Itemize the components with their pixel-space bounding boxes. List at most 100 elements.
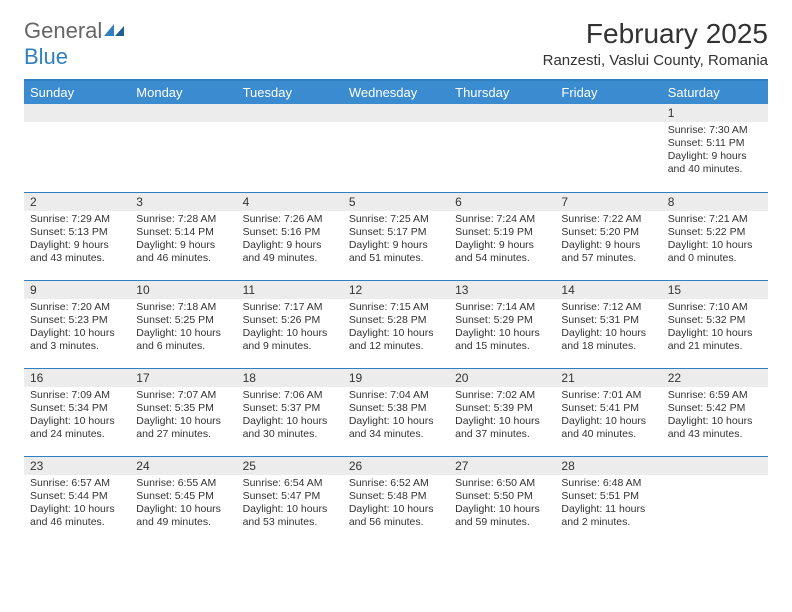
calendar-day-cell: 24Sunrise: 6:55 AMSunset: 5:45 PMDayligh… [130, 456, 236, 544]
day-number: 28 [555, 457, 661, 475]
calendar-week-row: 23Sunrise: 6:57 AMSunset: 5:44 PMDayligh… [24, 456, 768, 544]
day-number [24, 104, 130, 122]
day-details: Sunrise: 7:29 AMSunset: 5:13 PMDaylight:… [24, 211, 130, 270]
day-details: Sunrise: 7:01 AMSunset: 5:41 PMDaylight:… [555, 387, 661, 446]
day-number: 3 [130, 193, 236, 211]
calendar-day-cell: 10Sunrise: 7:18 AMSunset: 5:25 PMDayligh… [130, 280, 236, 368]
calendar-day-cell [237, 104, 343, 192]
calendar-day-cell: 5Sunrise: 7:25 AMSunset: 5:17 PMDaylight… [343, 192, 449, 280]
calendar-day-cell: 18Sunrise: 7:06 AMSunset: 5:37 PMDayligh… [237, 368, 343, 456]
calendar-day-cell [343, 104, 449, 192]
day-details [449, 122, 555, 128]
calendar-week-row: 2Sunrise: 7:29 AMSunset: 5:13 PMDaylight… [24, 192, 768, 280]
day-number: 10 [130, 281, 236, 299]
calendar-week-row: 1Sunrise: 7:30 AMSunset: 5:11 PMDaylight… [24, 104, 768, 192]
day-number: 25 [237, 457, 343, 475]
calendar-day-cell: 13Sunrise: 7:14 AMSunset: 5:29 PMDayligh… [449, 280, 555, 368]
day-details [24, 122, 130, 128]
weekday-header: Sunday [24, 81, 130, 104]
day-number [237, 104, 343, 122]
day-details [343, 122, 449, 128]
calendar-week-row: 9Sunrise: 7:20 AMSunset: 5:23 PMDaylight… [24, 280, 768, 368]
logo-flag-icon [104, 18, 126, 44]
calendar-day-cell [555, 104, 661, 192]
day-details: Sunrise: 7:12 AMSunset: 5:31 PMDaylight:… [555, 299, 661, 358]
day-number: 4 [237, 193, 343, 211]
day-number: 13 [449, 281, 555, 299]
day-number [449, 104, 555, 122]
weekday-header: Friday [555, 81, 661, 104]
day-details: Sunrise: 6:59 AMSunset: 5:42 PMDaylight:… [662, 387, 768, 446]
day-details: Sunrise: 6:55 AMSunset: 5:45 PMDaylight:… [130, 475, 236, 534]
calendar-day-cell: 14Sunrise: 7:12 AMSunset: 5:31 PMDayligh… [555, 280, 661, 368]
day-number: 22 [662, 369, 768, 387]
day-number: 1 [662, 104, 768, 122]
logo: General [24, 18, 126, 44]
day-number [555, 104, 661, 122]
day-details: Sunrise: 7:06 AMSunset: 5:37 PMDaylight:… [237, 387, 343, 446]
day-details: Sunrise: 7:26 AMSunset: 5:16 PMDaylight:… [237, 211, 343, 270]
logo-word2: Blue [24, 44, 68, 69]
title-block: February 2025 Ranzesti, Vaslui County, R… [543, 18, 768, 69]
logo-word1: General [24, 18, 102, 44]
day-details [662, 475, 768, 481]
day-details: Sunrise: 6:57 AMSunset: 5:44 PMDaylight:… [24, 475, 130, 534]
calendar-day-cell: 8Sunrise: 7:21 AMSunset: 5:22 PMDaylight… [662, 192, 768, 280]
day-details: Sunrise: 7:25 AMSunset: 5:17 PMDaylight:… [343, 211, 449, 270]
day-details: Sunrise: 7:15 AMSunset: 5:28 PMDaylight:… [343, 299, 449, 358]
day-number: 7 [555, 193, 661, 211]
day-details [555, 122, 661, 128]
day-number [343, 104, 449, 122]
day-number: 14 [555, 281, 661, 299]
weekday-header: Wednesday [343, 81, 449, 104]
day-number: 16 [24, 369, 130, 387]
calendar-day-cell: 4Sunrise: 7:26 AMSunset: 5:16 PMDaylight… [237, 192, 343, 280]
day-number: 21 [555, 369, 661, 387]
weekday-header: Saturday [662, 81, 768, 104]
day-number: 26 [343, 457, 449, 475]
day-number [662, 457, 768, 475]
calendar-day-cell [449, 104, 555, 192]
day-details: Sunrise: 6:50 AMSunset: 5:50 PMDaylight:… [449, 475, 555, 534]
calendar-day-cell [662, 456, 768, 544]
day-details: Sunrise: 7:21 AMSunset: 5:22 PMDaylight:… [662, 211, 768, 270]
day-details: Sunrise: 7:18 AMSunset: 5:25 PMDaylight:… [130, 299, 236, 358]
day-details: Sunrise: 7:07 AMSunset: 5:35 PMDaylight:… [130, 387, 236, 446]
calendar-head: Sunday Monday Tuesday Wednesday Thursday… [24, 81, 768, 104]
day-details: Sunrise: 6:54 AMSunset: 5:47 PMDaylight:… [237, 475, 343, 534]
calendar-day-cell: 1Sunrise: 7:30 AMSunset: 5:11 PMDaylight… [662, 104, 768, 192]
day-details: Sunrise: 7:20 AMSunset: 5:23 PMDaylight:… [24, 299, 130, 358]
calendar-day-cell [24, 104, 130, 192]
day-details: Sunrise: 7:24 AMSunset: 5:19 PMDaylight:… [449, 211, 555, 270]
day-number: 18 [237, 369, 343, 387]
day-details: Sunrise: 6:52 AMSunset: 5:48 PMDaylight:… [343, 475, 449, 534]
header: General February 2025 Ranzesti, Vaslui C… [24, 18, 768, 69]
calendar-day-cell: 25Sunrise: 6:54 AMSunset: 5:47 PMDayligh… [237, 456, 343, 544]
calendar-day-cell: 20Sunrise: 7:02 AMSunset: 5:39 PMDayligh… [449, 368, 555, 456]
day-number: 5 [343, 193, 449, 211]
calendar-day-cell: 21Sunrise: 7:01 AMSunset: 5:41 PMDayligh… [555, 368, 661, 456]
day-number [130, 104, 236, 122]
day-number: 2 [24, 193, 130, 211]
day-number: 11 [237, 281, 343, 299]
day-number: 15 [662, 281, 768, 299]
calendar-day-cell: 26Sunrise: 6:52 AMSunset: 5:48 PMDayligh… [343, 456, 449, 544]
day-details: Sunrise: 7:02 AMSunset: 5:39 PMDaylight:… [449, 387, 555, 446]
day-details: Sunrise: 7:28 AMSunset: 5:14 PMDaylight:… [130, 211, 236, 270]
day-number: 27 [449, 457, 555, 475]
weekday-header: Tuesday [237, 81, 343, 104]
calendar-day-cell: 23Sunrise: 6:57 AMSunset: 5:44 PMDayligh… [24, 456, 130, 544]
day-details: Sunrise: 7:10 AMSunset: 5:32 PMDaylight:… [662, 299, 768, 358]
day-details: Sunrise: 7:09 AMSunset: 5:34 PMDaylight:… [24, 387, 130, 446]
calendar-day-cell: 19Sunrise: 7:04 AMSunset: 5:38 PMDayligh… [343, 368, 449, 456]
calendar-day-cell: 12Sunrise: 7:15 AMSunset: 5:28 PMDayligh… [343, 280, 449, 368]
day-details [130, 122, 236, 128]
calendar-body: 1Sunrise: 7:30 AMSunset: 5:11 PMDaylight… [24, 104, 768, 544]
day-details: Sunrise: 7:30 AMSunset: 5:11 PMDaylight:… [662, 122, 768, 181]
calendar-day-cell: 7Sunrise: 7:22 AMSunset: 5:20 PMDaylight… [555, 192, 661, 280]
weekday-row: Sunday Monday Tuesday Wednesday Thursday… [24, 81, 768, 104]
weekday-header: Thursday [449, 81, 555, 104]
day-details: Sunrise: 7:22 AMSunset: 5:20 PMDaylight:… [555, 211, 661, 270]
calendar-day-cell: 3Sunrise: 7:28 AMSunset: 5:14 PMDaylight… [130, 192, 236, 280]
logo-word2-wrap: Blue [24, 44, 68, 70]
